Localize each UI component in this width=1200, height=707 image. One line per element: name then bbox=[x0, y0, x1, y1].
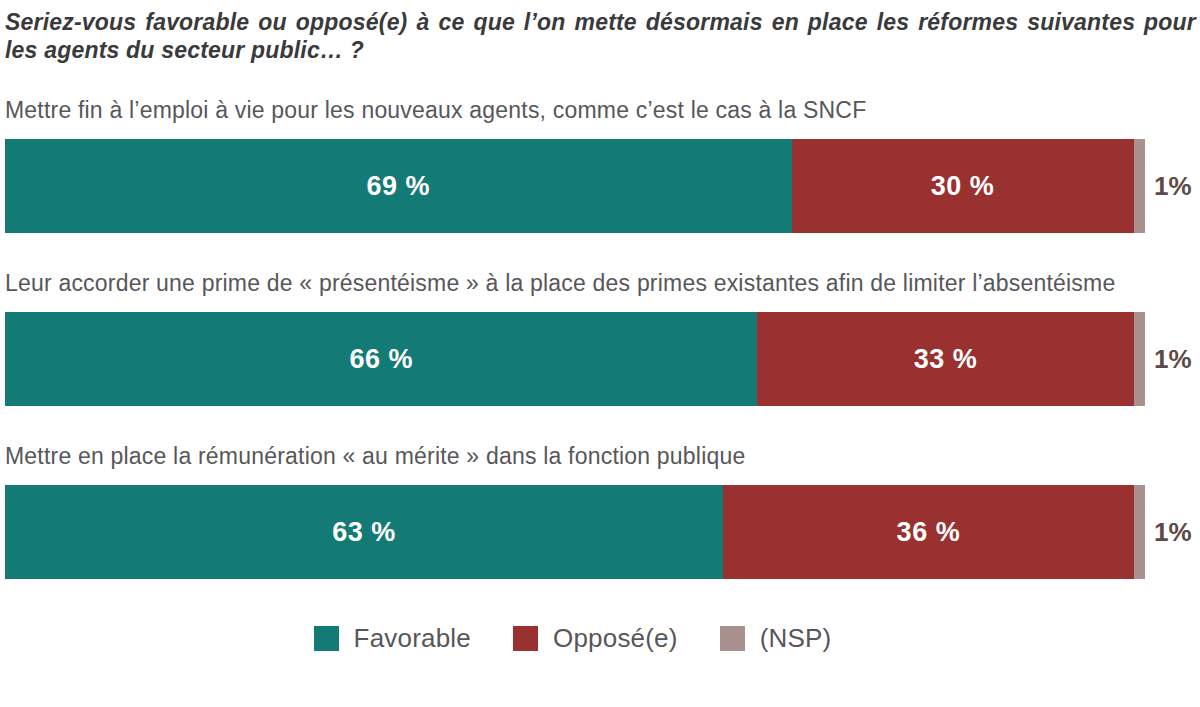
bar-row-2: 66 % 33 % 1% bbox=[5, 312, 1200, 406]
legend-swatch-oppose bbox=[513, 626, 538, 651]
legend-label-oppose: Opposé(e) bbox=[553, 623, 678, 654]
bar-value-nsp: 1% bbox=[1154, 171, 1192, 202]
bar-track-1: 69 % 30 % bbox=[5, 139, 1145, 233]
chart-title: Seriez-vous favorable ou opposé(e) à ce … bbox=[5, 8, 1196, 64]
legend-label-favorable: Favorable bbox=[354, 623, 471, 654]
bar-segment-favorable: 66 % bbox=[5, 312, 757, 406]
bar-value-oppose: 36 % bbox=[897, 517, 961, 548]
bar-segment-oppose: 36 % bbox=[723, 485, 1133, 579]
legend-swatch-favorable bbox=[314, 626, 339, 651]
legend: Favorable Opposé(e) (NSP) bbox=[0, 623, 1145, 654]
bar-value-oppose: 30 % bbox=[931, 171, 995, 202]
bar-segment-oppose: 30 % bbox=[792, 139, 1134, 233]
bar-value-nsp: 1% bbox=[1154, 517, 1192, 548]
bar-segment-oppose: 33 % bbox=[757, 312, 1133, 406]
bar-value-oppose: 33 % bbox=[914, 344, 978, 375]
legend-item-oppose: Opposé(e) bbox=[513, 623, 678, 654]
bar-track-3: 63 % 36 % bbox=[5, 485, 1145, 579]
legend-swatch-nsp bbox=[720, 626, 745, 651]
category-label-2: Leur accorder une prime de « présentéism… bbox=[5, 269, 1190, 297]
bar-value-favorable: 66 % bbox=[349, 344, 413, 375]
bar-segment-favorable: 69 % bbox=[5, 139, 792, 233]
legend-item-nsp: (NSP) bbox=[720, 623, 832, 654]
bar-value-nsp: 1% bbox=[1154, 344, 1192, 375]
bar-segment-nsp bbox=[1134, 312, 1145, 406]
bar-row-1: 69 % 30 % 1% bbox=[5, 139, 1200, 233]
bar-row-3: 63 % 36 % 1% bbox=[5, 485, 1200, 579]
bar-track-2: 66 % 33 % bbox=[5, 312, 1145, 406]
bar-segment-nsp bbox=[1134, 485, 1145, 579]
survey-chart: Seriez-vous favorable ou opposé(e) à ce … bbox=[0, 8, 1200, 707]
bar-segment-favorable: 63 % bbox=[5, 485, 723, 579]
legend-label-nsp: (NSP) bbox=[760, 623, 832, 654]
bar-segment-nsp bbox=[1134, 139, 1145, 233]
bar-value-favorable: 69 % bbox=[367, 171, 431, 202]
category-label-3: Mettre en place la rémunération « au mér… bbox=[5, 442, 1190, 470]
category-label-1: Mettre fin à l’emploi à vie pour les nou… bbox=[5, 96, 1190, 124]
bar-value-favorable: 63 % bbox=[332, 517, 396, 548]
legend-item-favorable: Favorable bbox=[314, 623, 471, 654]
